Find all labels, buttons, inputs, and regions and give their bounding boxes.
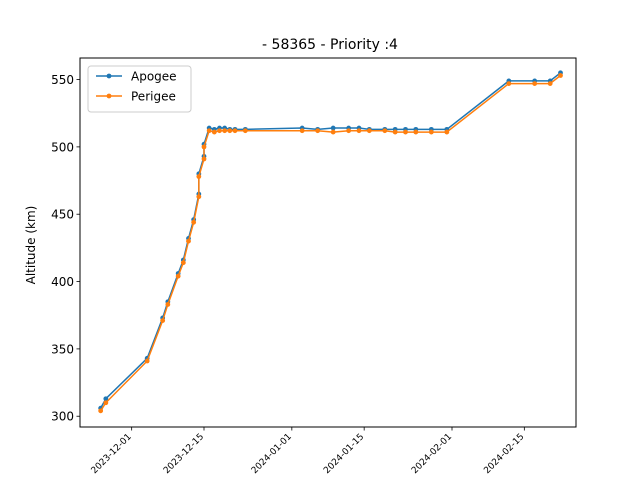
legend-apogee-label: Apogee <box>131 70 177 84</box>
perigee-point <box>191 219 197 225</box>
perigee-point <box>175 273 181 279</box>
perigee-point <box>428 129 434 135</box>
perigee-point <box>222 128 228 134</box>
legend-apogee-marker <box>106 73 112 79</box>
perigee-point <box>382 128 388 134</box>
y-tick-label: 400 <box>51 275 74 289</box>
perigee-point <box>403 129 408 135</box>
perigee-point <box>211 129 217 135</box>
x-tick-label: 2024-01-15 <box>322 432 366 476</box>
perigee-point <box>186 238 191 244</box>
perigee-point <box>196 174 202 179</box>
perigee-point <box>196 194 202 200</box>
x-tick-label: 2023-12-01 <box>90 432 134 476</box>
perigee-point <box>232 128 238 134</box>
perigee-point <box>299 128 305 134</box>
y-tick-label: 300 <box>51 410 74 424</box>
y-axis-label: Altitude (km) <box>24 206 38 285</box>
y-tick-label: 350 <box>51 342 74 356</box>
perigee-point <box>98 408 104 414</box>
perigee-point <box>315 128 321 134</box>
perigee-point <box>165 302 171 307</box>
x-tick-label: 2024-02-15 <box>482 432 526 476</box>
perigee-point <box>103 400 109 406</box>
perigee-point <box>330 129 336 135</box>
perigee-point <box>444 129 450 135</box>
x-tick-label: 2024-02-01 <box>410 432 454 476</box>
perigee-point <box>227 128 233 134</box>
perigee-point <box>532 81 538 86</box>
apogee-point <box>103 396 109 402</box>
perigee-point <box>160 318 166 324</box>
perigee-point <box>413 129 419 135</box>
axes-frame <box>79 57 577 428</box>
legend-perigee-marker <box>106 93 112 99</box>
perigee-point <box>392 129 398 135</box>
y-tick-label: 550 <box>51 73 74 87</box>
legend: Apogee Perigee <box>87 65 192 113</box>
perigee-point <box>547 81 553 86</box>
y-tick-label: 500 <box>51 140 74 154</box>
perigee-point <box>558 73 563 78</box>
perigee-point <box>242 128 248 134</box>
perigee-point <box>217 128 222 134</box>
apogee-point <box>330 125 336 131</box>
perigee-point <box>206 128 212 134</box>
plot-area <box>98 70 563 414</box>
perigee-point <box>201 156 207 162</box>
perigee-point <box>346 128 352 134</box>
x-tick-label: 2023-12-15 <box>162 432 206 476</box>
perigee-point <box>506 81 512 86</box>
x-tick-label: 2024-01-01 <box>250 432 294 476</box>
apogee-line <box>100 72 561 409</box>
perigee-point <box>356 128 362 134</box>
legend-box <box>87 65 192 113</box>
perigee-point <box>180 260 186 266</box>
perigee-line <box>100 74 561 412</box>
chart-title: - 58365 - Priority :4 <box>262 37 398 53</box>
y-tick-label: 450 <box>51 208 74 222</box>
legend-perigee-label: Perigee <box>131 90 176 104</box>
perigee-point <box>144 358 150 364</box>
perigee-point <box>366 128 372 134</box>
perigee-point <box>201 144 207 150</box>
